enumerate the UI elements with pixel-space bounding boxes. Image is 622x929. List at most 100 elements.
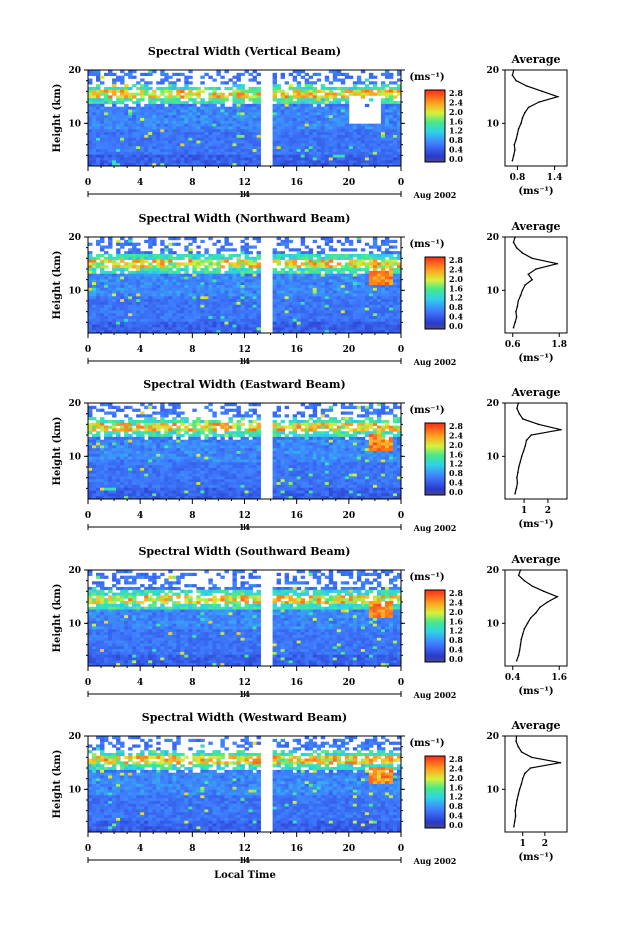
heatmap-cell bbox=[168, 301, 173, 306]
heatmap-cell bbox=[272, 310, 277, 314]
heatmap-cell bbox=[144, 287, 149, 292]
heatmap-cell bbox=[396, 251, 402, 255]
heatmap-cell bbox=[136, 434, 141, 438]
heatmap-cell bbox=[116, 439, 121, 443]
heatmap-cell bbox=[204, 120, 209, 125]
heatmap-cell bbox=[128, 109, 133, 113]
heatmap-cell bbox=[112, 470, 117, 474]
heatmap-cell bbox=[324, 327, 330, 331]
heatmap-cell bbox=[152, 239, 157, 244]
heatmap-cell bbox=[320, 112, 326, 116]
heatmap-cell bbox=[328, 285, 334, 289]
heatmap-cell bbox=[116, 112, 121, 116]
heatmap-cell bbox=[88, 451, 93, 455]
heatmap-cell bbox=[144, 151, 149, 156]
heatmap-cell bbox=[152, 493, 157, 497]
heatmap-cell bbox=[272, 118, 277, 122]
heatmap-cell bbox=[156, 160, 161, 164]
heatmap-cell bbox=[300, 123, 306, 127]
heatmap-cell bbox=[276, 290, 282, 294]
heatmap-cell bbox=[168, 154, 173, 158]
heatmap-cell bbox=[100, 296, 105, 300]
average-line bbox=[512, 236, 558, 328]
heatmap-cell bbox=[152, 448, 157, 452]
heatmap-cell bbox=[296, 310, 302, 314]
heatmap-cell bbox=[216, 239, 221, 244]
heatmap-cell bbox=[336, 285, 342, 289]
heatmap-cell bbox=[384, 276, 390, 280]
heatmap-cell bbox=[188, 307, 193, 311]
heatmap-cell bbox=[244, 276, 249, 280]
heatmap-cell bbox=[340, 146, 346, 150]
average-frame bbox=[504, 69, 568, 167]
heatmap-cell bbox=[328, 253, 334, 258]
heatmap-cell bbox=[212, 132, 217, 136]
heatmap-cell bbox=[244, 324, 249, 328]
heatmap-cell bbox=[384, 140, 390, 144]
heatmap-cell bbox=[252, 112, 257, 116]
heatmap-cell bbox=[132, 259, 137, 263]
heatmap-cell bbox=[396, 256, 402, 260]
heatmap-cell bbox=[148, 330, 153, 334]
heatmap-cell bbox=[384, 259, 390, 263]
heatmap-cell bbox=[248, 151, 253, 156]
heatmap-cell bbox=[140, 414, 145, 418]
heatmap-cell bbox=[124, 256, 129, 260]
heatmap-cell bbox=[232, 287, 237, 292]
heatmap-cell bbox=[148, 262, 153, 266]
heatmap-cell bbox=[116, 268, 121, 272]
heatmap-cell bbox=[160, 123, 165, 127]
heatmap-cell bbox=[92, 422, 97, 426]
heatmap-cell bbox=[336, 293, 342, 297]
heatmap-cell bbox=[372, 327, 378, 331]
heatmap-cell bbox=[336, 118, 342, 122]
heatmap-cell bbox=[148, 473, 153, 477]
heatmap-cell bbox=[196, 327, 201, 331]
heatmap-cell bbox=[276, 304, 282, 308]
heatmap-cell bbox=[224, 132, 229, 136]
heatmap-cell bbox=[356, 282, 362, 286]
heatmap-cell bbox=[288, 327, 294, 331]
heatmap-cell bbox=[380, 84, 386, 88]
heatmap-cell bbox=[240, 129, 245, 133]
heatmap-cell bbox=[256, 304, 261, 308]
heatmap-cell bbox=[160, 313, 165, 317]
heatmap-cell bbox=[332, 330, 338, 334]
heatmap-cell bbox=[148, 490, 153, 494]
heatmap-cell bbox=[340, 304, 346, 308]
heatmap-cell bbox=[340, 270, 346, 275]
heatmap-cell bbox=[144, 419, 149, 424]
heatmap-cell bbox=[140, 86, 145, 91]
heatmap-cell bbox=[252, 299, 257, 303]
heatmap-cell bbox=[296, 287, 302, 292]
heatmap-cell bbox=[128, 265, 133, 269]
heatmap-cell bbox=[160, 265, 165, 269]
heatmap-cell bbox=[384, 290, 390, 294]
heatmap-cell bbox=[112, 456, 117, 460]
heatmap-cell bbox=[372, 123, 378, 127]
heatmap-cell bbox=[220, 75, 225, 79]
heatmap-cell bbox=[356, 318, 362, 323]
heatmap-cell bbox=[308, 330, 314, 334]
heatmap-cell bbox=[88, 256, 93, 260]
heatmap-cell bbox=[176, 327, 181, 331]
heatmap-cell bbox=[96, 316, 101, 320]
heatmap-cell bbox=[112, 462, 117, 466]
heatmap-cell bbox=[252, 140, 257, 144]
heatmap-cell bbox=[336, 279, 342, 283]
heatmap-cell bbox=[144, 251, 149, 255]
heatmap-cell bbox=[96, 279, 101, 283]
heatmap-cell bbox=[148, 251, 153, 255]
heatmap-cell bbox=[356, 313, 362, 317]
heatmap-cell bbox=[324, 239, 330, 244]
heatmap-cell bbox=[392, 81, 398, 85]
heatmap-cell bbox=[320, 290, 326, 294]
heatmap-cell bbox=[116, 313, 121, 317]
heatmap-cell bbox=[152, 405, 157, 410]
heatmap-cell bbox=[192, 98, 197, 102]
heatmap-cell bbox=[180, 149, 185, 153]
heatmap-cell bbox=[380, 253, 386, 258]
heatmap-cell bbox=[248, 307, 253, 311]
heatmap-cell bbox=[88, 70, 93, 74]
heatmap-cell bbox=[332, 287, 338, 292]
